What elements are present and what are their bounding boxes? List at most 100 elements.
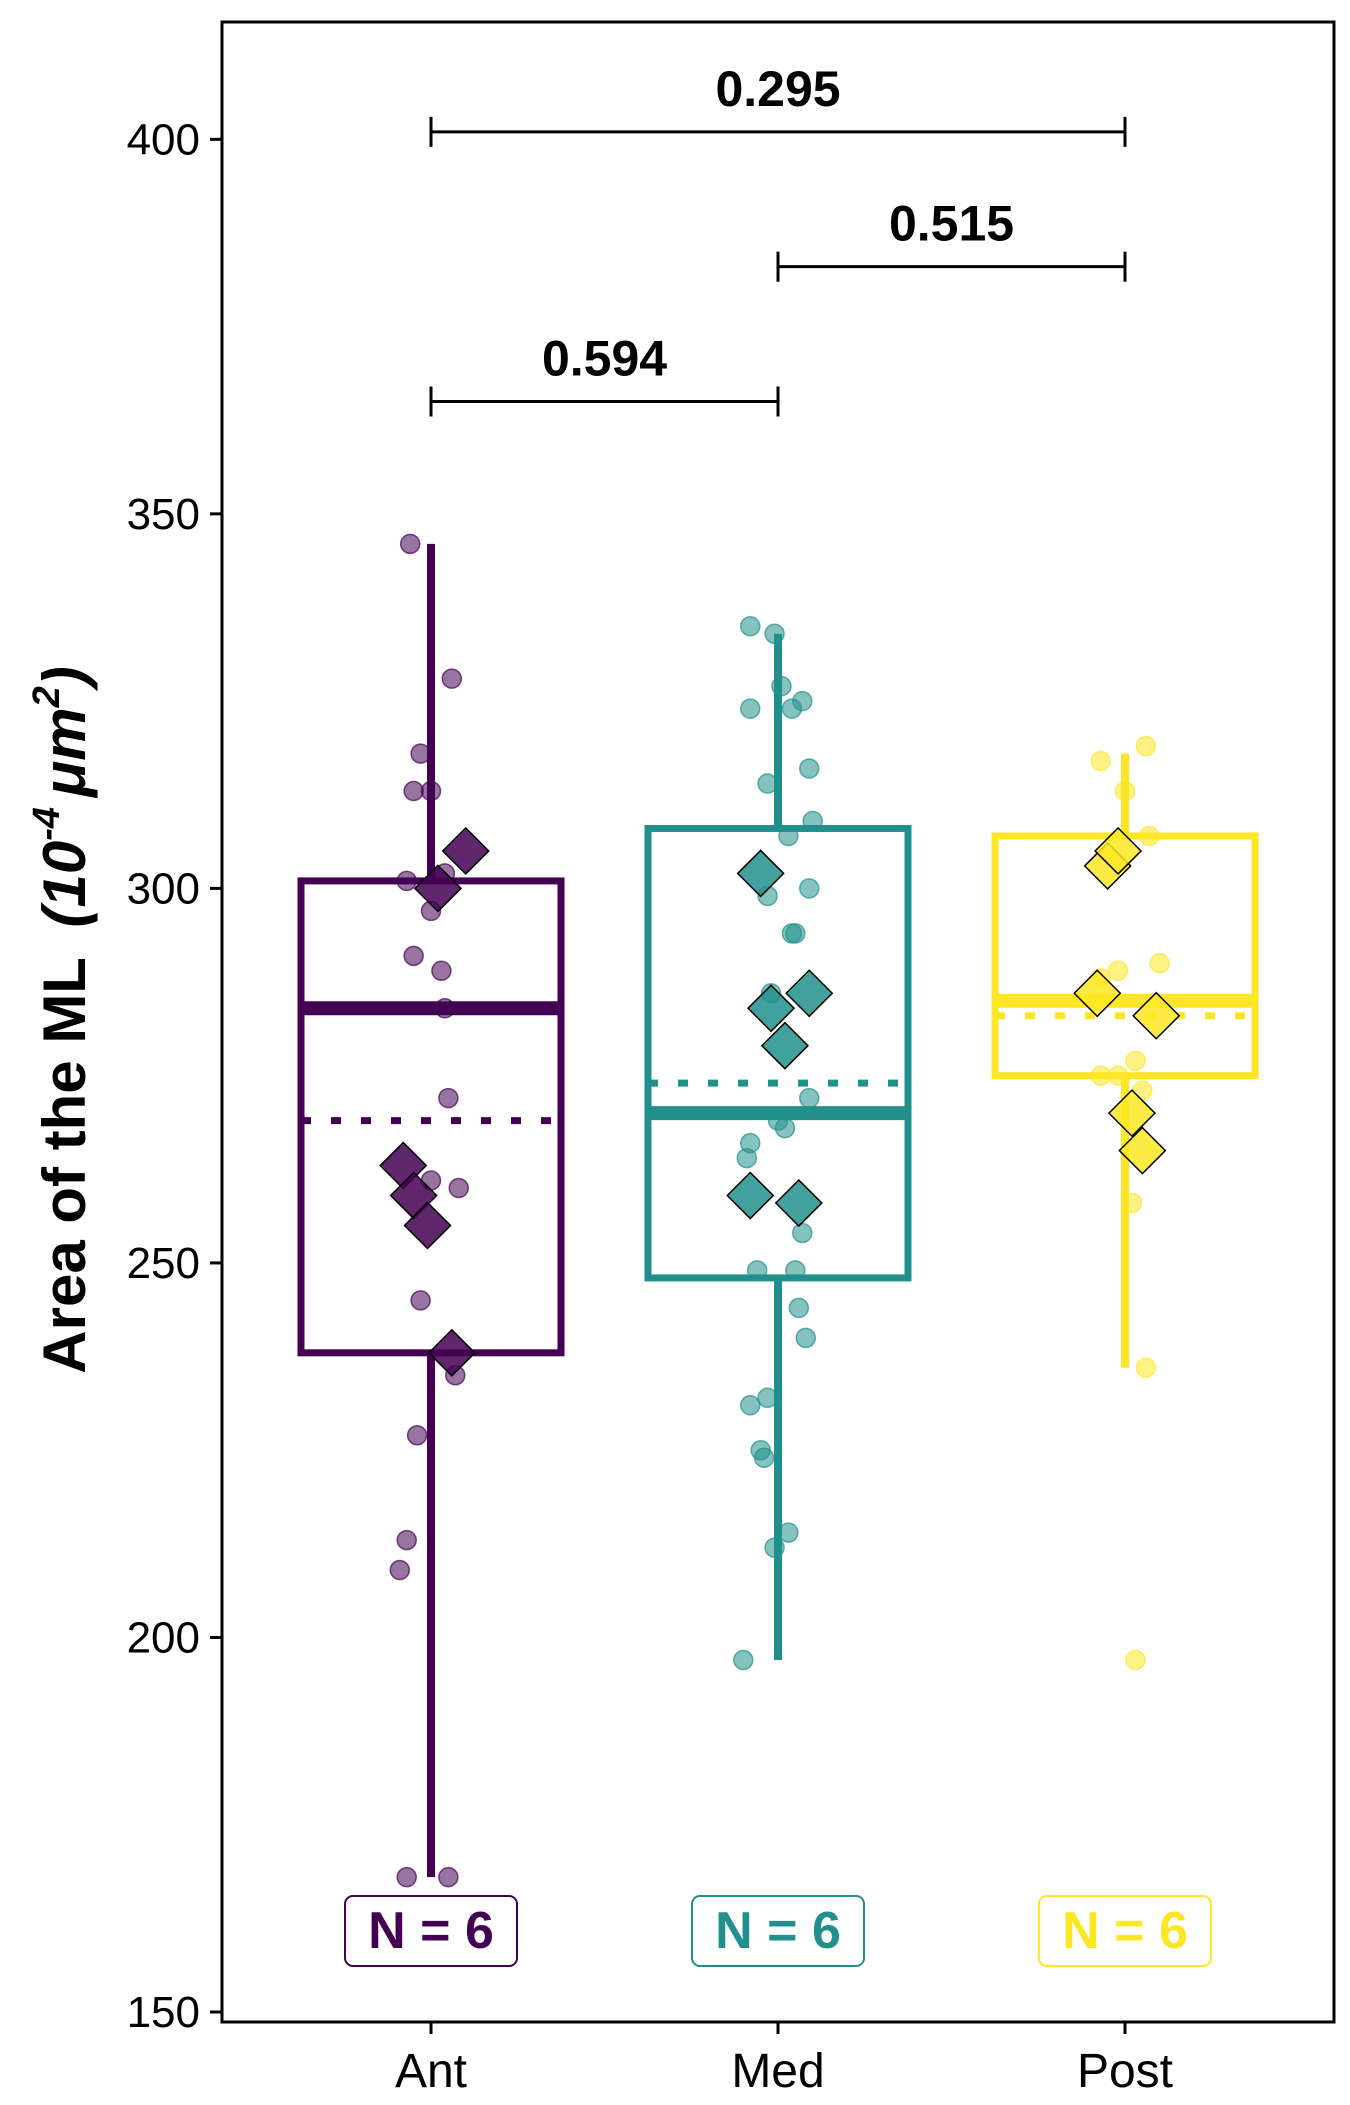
data-point [410,1290,431,1311]
data-point [739,615,761,637]
n-label: N = 6 [1062,1902,1188,1960]
data-point [774,1117,796,1139]
n-label: N = 6 [715,1902,841,1960]
x-axis: Ant Med Post [395,2022,1173,2098]
replicate-mean-point [427,1328,476,1377]
data-point [389,1559,411,1581]
boxes-layer [297,543,1259,1878]
y-tick-label: 200 [127,1613,200,1662]
replicate-mean-point [736,849,785,898]
data-point [739,698,761,719]
data-point [396,1866,417,1888]
data-point [733,1649,754,1671]
data-point [802,810,823,832]
data-point [1090,1065,1111,1086]
data-point [778,825,799,847]
box-iqr [297,877,565,1357]
n-label: N = 6 [368,1902,494,1960]
data-point [438,1866,459,1888]
y-axis-title: Area of the ML (10-4μm2) [26,666,98,1373]
data-point [792,1222,813,1244]
replicate-mean-point [1093,826,1143,876]
y-tick-label: 250 [127,1239,200,1288]
data-point [396,1529,417,1551]
x-tick-label: Post [1077,2045,1173,2098]
data-point [1149,953,1170,974]
y-tick-label: 150 [127,1988,200,2037]
data-point [396,870,417,892]
replicate-mean-point [1073,969,1122,1018]
replicate-mean-point [1132,991,1181,1040]
n-labels-layer: N = 6 N = 6 N = 6 [344,1895,1212,1967]
data-point [1125,1050,1146,1071]
y-tick-label: 400 [127,115,200,164]
data-point [448,1177,470,1199]
replicate-mean-point [760,1021,810,1070]
data-point [764,623,785,644]
data-point [1121,1192,1143,1214]
data-point [438,1087,459,1109]
data-point [764,1537,785,1558]
data-point [1125,1649,1146,1671]
box-iqr [644,824,912,1282]
y-axis-unit-base: 10 [31,841,98,908]
data-point [410,743,431,764]
data-point [403,780,424,802]
points-layer [379,533,1181,1888]
y-axis-unit-exp: -4 [26,807,68,841]
data-point [771,675,792,697]
replicate-mean-point [774,1178,823,1228]
data-point [431,960,452,982]
data-point [420,780,442,802]
y-axis: 150 200 250 300 350 400 [127,115,222,2037]
data-point [399,533,421,555]
data-point [746,1260,768,1281]
y-tick-label: 300 [127,864,200,913]
y-tick-label: 350 [127,490,200,539]
comparison-p-value: 0.295 [715,61,840,117]
y-axis-title-main: Area of the ML [31,958,98,1374]
replicate-mean-point [441,826,490,876]
data-point [1135,735,1157,757]
data-point [403,945,424,967]
x-tick-label: Med [731,2045,824,2098]
data-point [1107,1065,1129,1086]
data-point [795,1327,817,1349]
data-point [739,1395,761,1416]
data-point [753,1447,775,1468]
n-label-box [691,1895,865,1967]
data-point [736,1147,758,1169]
data-point [757,1387,778,1409]
data-point [1139,825,1160,847]
replicate-mean-point [746,984,796,1033]
data-point [798,758,820,779]
data-point [1114,780,1136,802]
replicate-mean-point [1118,1126,1167,1175]
data-point [788,1297,810,1319]
comparison-p-value: 0.515 [889,196,1014,252]
data-point [1090,750,1111,772]
data-point [781,698,803,719]
n-label-box [344,1895,518,1967]
data-point [778,1522,799,1543]
data-point [434,998,456,1019]
y-axis-unit-mu: μm [31,707,98,799]
replicate-mean-point [413,864,463,913]
data-point [757,773,778,794]
data-point [785,923,806,944]
data-point [406,1424,428,1446]
data-point [1107,960,1129,982]
data-point [441,668,463,689]
y-axis-unit-exp2: 2 [26,686,68,708]
comparison-p-value: 0.594 [542,331,667,387]
replicate-mean-point [1107,1089,1157,1138]
replicate-mean-point [785,969,834,1018]
data-point [798,1087,820,1109]
x-tick-label: Ant [395,2045,467,2098]
comparisons-layer: 0.295 0.515 0.594 [429,61,1127,417]
data-point [785,1260,806,1281]
replicate-mean-point [403,1201,452,1250]
data-point [1135,1357,1157,1379]
